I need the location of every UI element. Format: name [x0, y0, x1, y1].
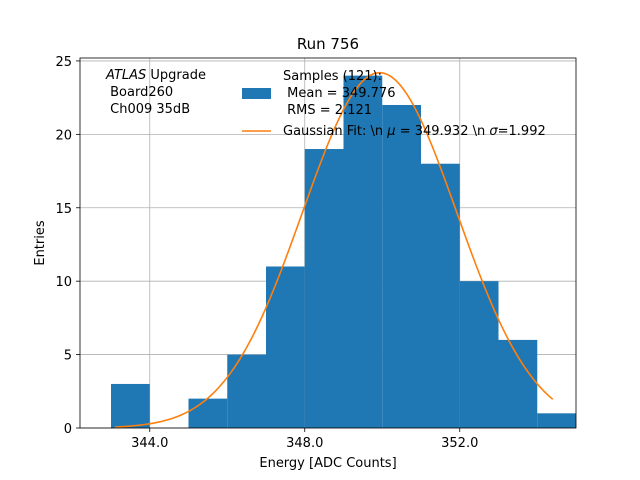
histogram-bar [188, 398, 228, 428]
annotation-line-3: Ch009 35dB [106, 102, 190, 117]
ticks-layer: 344.0 348.0 352.0 0 5 10 15 20 25 [55, 55, 478, 451]
annotation-upgrade: Upgrade [146, 68, 206, 83]
y-tick-label: 25 [55, 55, 72, 70]
histogram-bar [111, 383, 150, 428]
legend: Samples (121): Mean = 349.776 RMS = 2.12… [242, 69, 546, 139]
chart-title: Run 756 [297, 35, 359, 53]
histogram-bar [304, 149, 344, 429]
histogram-bar [266, 266, 305, 428]
legend-fit-label: Gaussian Fit: \n μ = 349.932 \n σ=1.992 [283, 124, 546, 139]
legend-fit-mid: = 349.932 \n [396, 124, 490, 139]
y-tick-label: 10 [55, 275, 72, 290]
x-tick-label: 352.0 [441, 436, 478, 451]
histogram-bar [459, 281, 499, 428]
x-tick-label: 344.0 [131, 436, 168, 451]
histogram-bar [421, 163, 460, 428]
histogram-bar [227, 354, 266, 428]
legend-hist-swatch [242, 88, 271, 99]
y-tick-label: 5 [64, 349, 72, 364]
x-tick-label: 348.0 [286, 436, 323, 451]
legend-sigma-symbol: σ [489, 124, 498, 139]
histogram-bar [537, 413, 576, 428]
annotation-line-1: ATLAS Upgrade [105, 68, 206, 83]
legend-fit-end: =1.992 [498, 124, 546, 139]
legend-hist-line-2: Mean = 349.776 [283, 86, 395, 101]
histogram-bar [343, 75, 383, 428]
annotation-atlas: ATLAS [105, 68, 146, 83]
histogram-bar [382, 104, 421, 428]
annotation-line-2: Board260 [106, 85, 173, 100]
legend-hist-line-3: RMS = 2.121 [283, 103, 372, 118]
plot-frame [79, 57, 577, 429]
histogram-bar [498, 339, 538, 428]
x-axis-label: Energy [ADC Counts] [259, 456, 396, 471]
legend-fit-prefix: Gaussian Fit: \n [283, 124, 387, 139]
y-tick-label: 20 [55, 128, 72, 143]
y-tick-label: 15 [55, 202, 72, 217]
y-axis-label: Entries [33, 220, 48, 266]
y-tick-label: 0 [64, 422, 72, 437]
atlas-annotation: ATLAS Upgrade Board260 Ch009 35dB [105, 68, 206, 117]
legend-hist-line-1: Samples (121): [283, 69, 382, 84]
legend-mu-symbol: μ [386, 124, 395, 139]
fit-layer [114, 71, 554, 428]
gaussian-fit-line [114, 71, 554, 428]
bars-layer [111, 75, 576, 429]
